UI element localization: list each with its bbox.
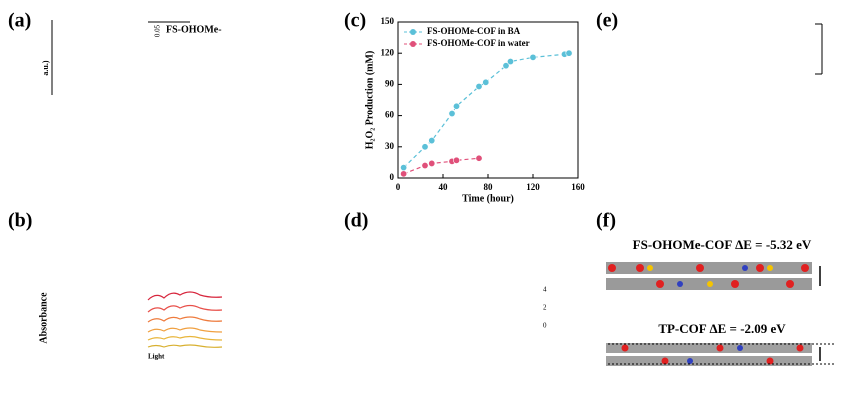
- data-point: [421, 162, 429, 170]
- axis-fragment: a.u.): [41, 60, 50, 75]
- structure: [606, 262, 835, 366]
- data-point: [506, 58, 514, 66]
- y-tick-label: 150: [381, 16, 395, 26]
- panel-label: (c): [344, 10, 366, 32]
- legend-label: FS-OHOMe-COF in water: [427, 38, 530, 48]
- x-tick-label: 120: [526, 182, 540, 192]
- scale-text: 0.05: [154, 24, 162, 37]
- y-axis-title: H₂O₂ Production (mM): [364, 51, 375, 150]
- data-point: [400, 170, 408, 178]
- legend-text: FS-OHOMe-: [166, 24, 222, 35]
- panel-label: (d): [344, 210, 368, 232]
- data-point: [565, 49, 573, 57]
- data-point: [428, 159, 436, 167]
- x-axis-title: Time (hour): [462, 193, 514, 204]
- y-tick-label: 30: [385, 141, 395, 151]
- legend-marker: [410, 29, 416, 35]
- legend-marker: [410, 41, 416, 47]
- panel-label: (a): [8, 10, 31, 32]
- data-point: [452, 102, 460, 110]
- x-tick-label: 80: [484, 182, 494, 192]
- y-tick-label: 120: [381, 47, 395, 57]
- y-tick-label: 90: [385, 78, 395, 88]
- legend-label: FS-OHOMe-COF in BA: [427, 26, 521, 36]
- series-line: [403, 157, 480, 175]
- series-line: [403, 52, 570, 169]
- panel-label: (f): [596, 210, 616, 232]
- data-point: [448, 110, 456, 118]
- tick-fragment: 0: [543, 322, 547, 330]
- x-tick-label: 40: [439, 182, 449, 192]
- y-tick-label: 0: [390, 172, 395, 182]
- data-point: [475, 82, 483, 90]
- data-point: [475, 154, 483, 162]
- x-tick-label: 0: [396, 182, 401, 192]
- tick-fragment: 4: [543, 286, 547, 294]
- data-point: [529, 53, 537, 61]
- y-tick-label: 60: [385, 110, 395, 120]
- data-point: [452, 156, 460, 164]
- spectra: [147, 291, 223, 348]
- panel-label: (e): [596, 10, 618, 32]
- tick-fragment: 2: [543, 304, 547, 312]
- data-point: [502, 62, 510, 70]
- x-tick-label: 160: [571, 182, 585, 192]
- data-point: [482, 78, 490, 86]
- panel-label: (b): [8, 210, 32, 232]
- data-point: [428, 137, 436, 145]
- energy-label: FS-OHOMe-COF ΔE = -5.32 eV: [633, 237, 812, 252]
- data-point: [400, 164, 408, 172]
- energy-label: TP-COF ΔE = -2.09 eV: [658, 321, 786, 336]
- axis-title: Absorbance: [38, 292, 49, 344]
- note-text: Light: [148, 353, 165, 361]
- data-point: [421, 143, 429, 151]
